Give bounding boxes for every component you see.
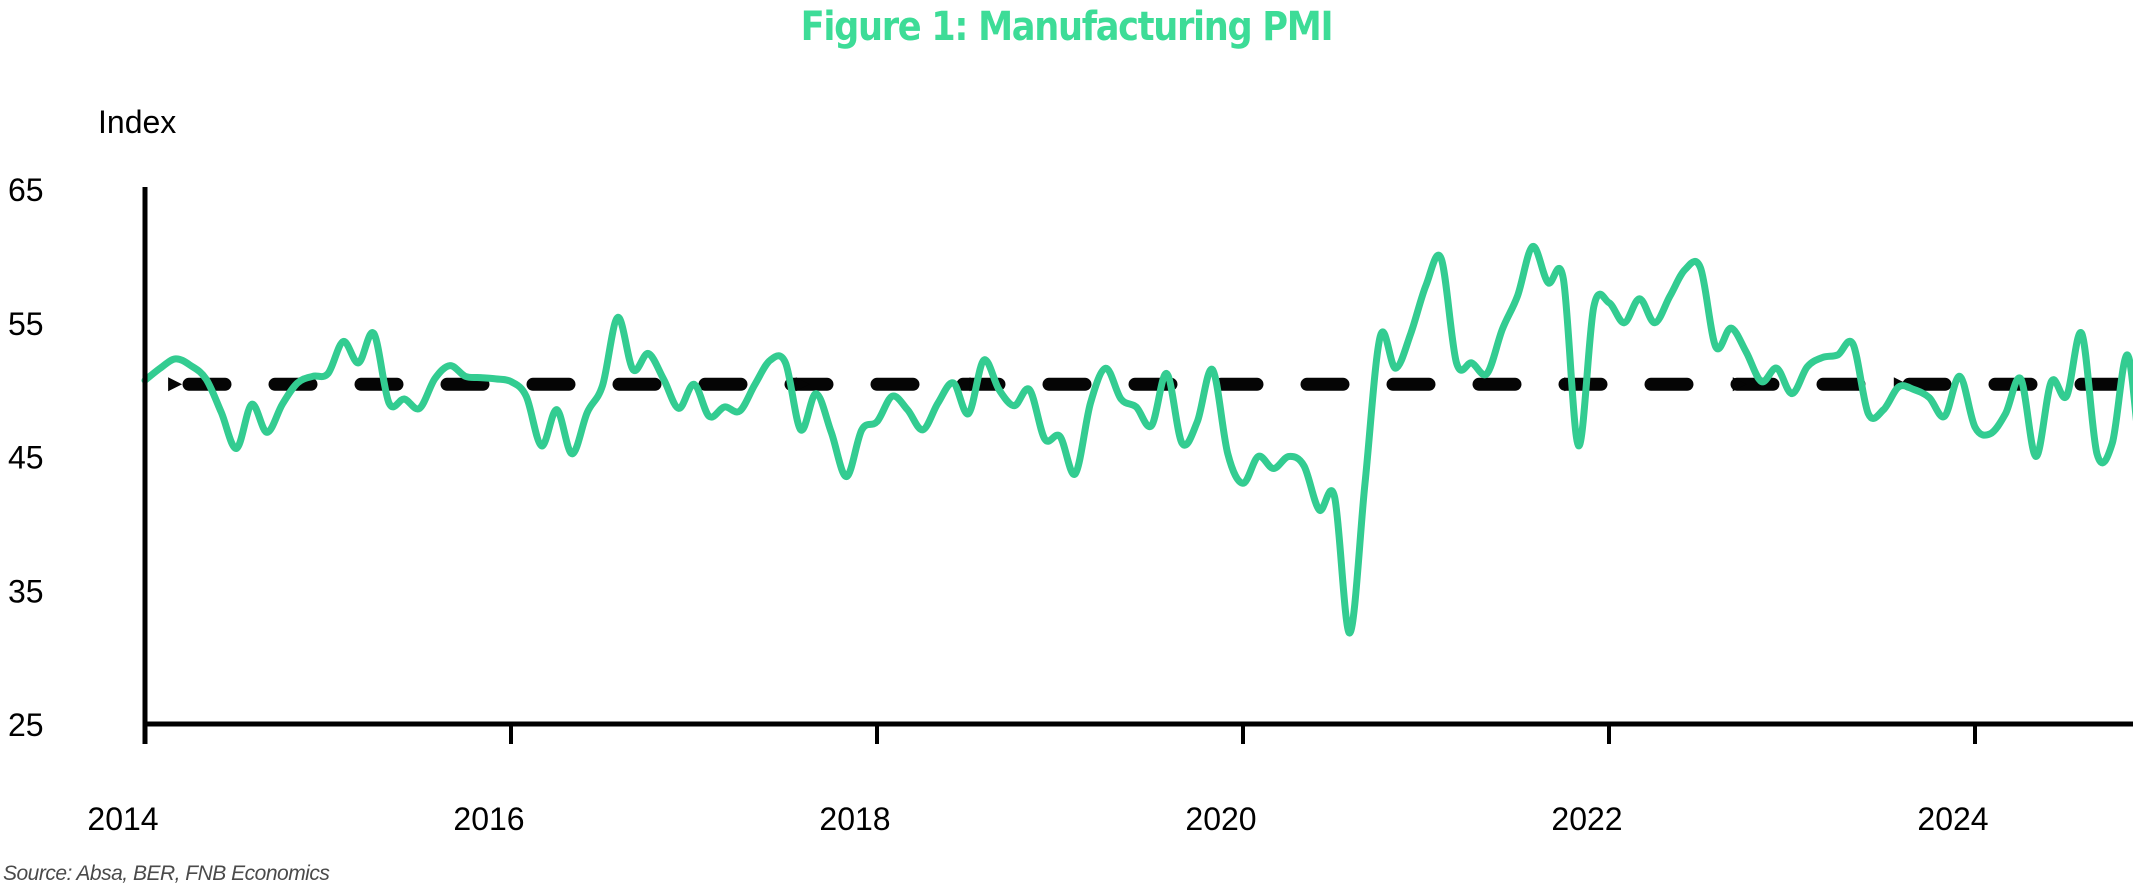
x-tick-label: 2018 (819, 801, 890, 837)
y-tick-label: 55 (8, 306, 44, 342)
x-tick-label: 2020 (1185, 801, 1256, 837)
y-tick-label: 35 (8, 573, 44, 609)
average-line-arrow-icon (1732, 377, 1747, 392)
x-tick-label: 2022 (1551, 801, 1622, 837)
pmi-series-line (141, 242, 2133, 637)
y-tick-label: 45 (8, 440, 44, 476)
x-axis-ticks: 2014 2016 2018 2020 2022 2024 (87, 724, 1989, 837)
y-tick-label: 25 (8, 707, 44, 743)
y-tick-label: 65 (8, 172, 44, 208)
average-line-arrow-icon (168, 377, 183, 392)
pmi-series-points (142, 244, 2133, 637)
average-line-arrow-icon (795, 377, 810, 392)
x-tick-label: 2024 (1917, 801, 1988, 837)
y-axis-ticks: 65 55 45 35 25 (8, 172, 44, 743)
y-axis-title: Index (98, 104, 177, 140)
x-tick-label: 2014 (87, 801, 158, 837)
source-note: Source: Absa, BER, FNB Economics (3, 862, 330, 885)
x-tick-label: 2016 (453, 801, 524, 837)
chart-title: Figure 1: Manufacturing PMI (800, 4, 1334, 50)
